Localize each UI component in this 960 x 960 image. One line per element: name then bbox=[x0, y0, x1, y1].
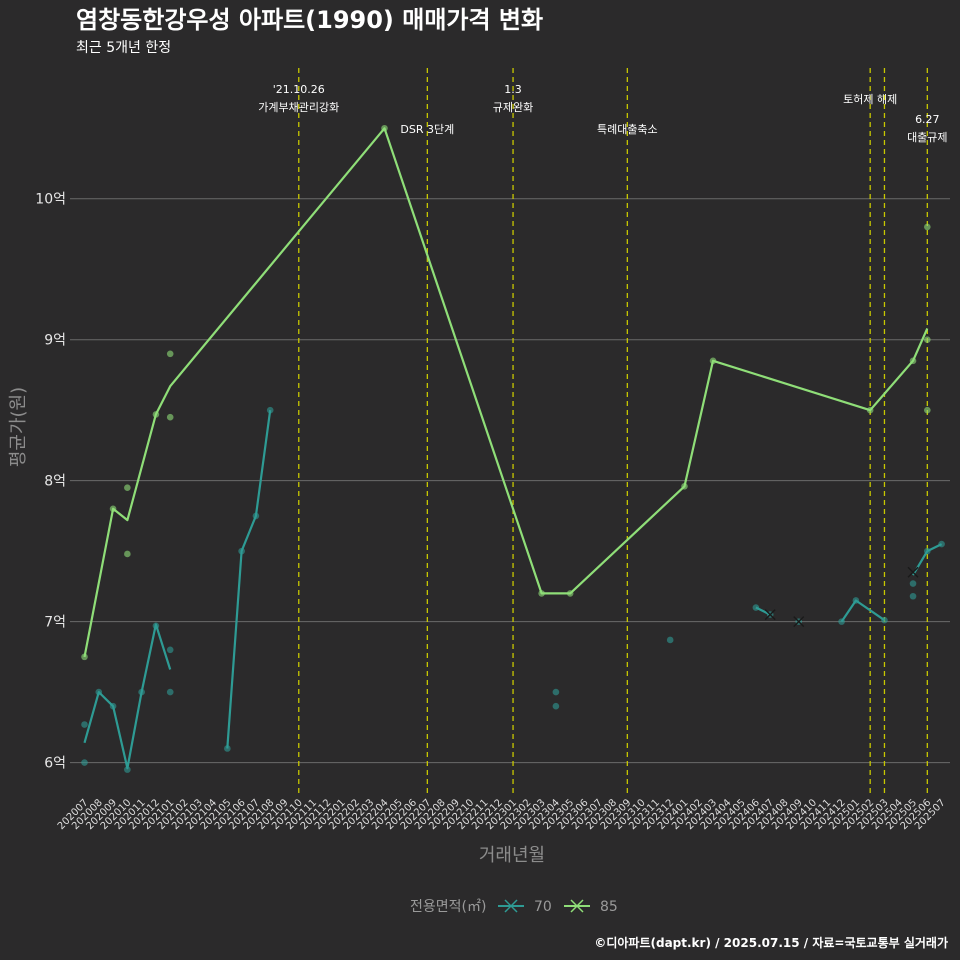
event-label: 대출규제 bbox=[907, 131, 947, 144]
data-point bbox=[81, 759, 88, 766]
series-85 bbox=[81, 124, 931, 661]
series-lines bbox=[81, 124, 945, 773]
event-label: 6.27 bbox=[915, 113, 940, 126]
data-point bbox=[552, 702, 560, 710]
data-point bbox=[924, 223, 931, 231]
legend-title: 전용면적(㎡) bbox=[410, 899, 486, 915]
event-label: 특례대출축소 bbox=[597, 123, 658, 136]
y-tick-labels: 6억 7억 8억 9억 10억 bbox=[35, 192, 66, 772]
data-point bbox=[666, 636, 674, 644]
data-point bbox=[552, 688, 560, 696]
event-label: 1.3 bbox=[504, 83, 522, 96]
data-point bbox=[924, 336, 931, 343]
y-tick-label: 9억 bbox=[44, 333, 66, 349]
series-line bbox=[755, 606, 771, 616]
y-tick-label: 7억 bbox=[44, 615, 66, 631]
data-point bbox=[166, 646, 174, 654]
legend: 전용면적(㎡) 70 85 bbox=[410, 899, 618, 915]
event-label: 가계부채관리강화 bbox=[258, 101, 339, 114]
y-axis-title: 평균가(원) bbox=[8, 387, 29, 467]
grid-lines bbox=[70, 198, 950, 764]
chart-subtitle: 최근 5개년 한정 bbox=[76, 40, 171, 56]
cross-mark bbox=[764, 609, 776, 621]
y-tick-label: 8억 bbox=[44, 474, 66, 490]
event-label: 규제완화 bbox=[493, 101, 533, 114]
legend-label: 70 bbox=[534, 899, 552, 915]
series-line bbox=[83, 127, 929, 658]
cross-mark bbox=[907, 566, 919, 578]
y-tick-label: 10억 bbox=[35, 192, 66, 208]
data-point bbox=[266, 406, 274, 414]
data-point bbox=[124, 766, 131, 773]
data-point bbox=[81, 721, 88, 728]
data-point bbox=[166, 688, 174, 696]
data-point bbox=[166, 413, 174, 421]
data-point bbox=[909, 580, 917, 587]
series-70 bbox=[81, 406, 945, 773]
chart-title: 염창동한강우성 아파트(1990) 매매가격 변화 bbox=[76, 6, 543, 34]
series-line bbox=[226, 410, 272, 749]
cross-mark bbox=[793, 616, 805, 628]
legend-label: 85 bbox=[600, 899, 618, 915]
legend-key-cross bbox=[570, 899, 584, 913]
series-line bbox=[83, 623, 172, 770]
x-axis-title: 거래년월 bbox=[479, 845, 545, 866]
chart-caption: ©디아파트(dapt.kr) / 2025.07.15 / 자료=국토교통부 실… bbox=[594, 935, 948, 950]
event-label: 토허제 해제 bbox=[843, 92, 897, 106]
series-line bbox=[840, 599, 886, 623]
event-label: DSR 3단계 bbox=[400, 123, 454, 136]
data-point bbox=[124, 484, 131, 492]
data-point bbox=[924, 406, 931, 414]
event-label: '21.10.26 bbox=[273, 83, 325, 96]
legend-key-cross bbox=[504, 899, 518, 913]
data-point bbox=[909, 592, 917, 600]
data-point bbox=[124, 550, 131, 558]
y-tick-label: 6억 bbox=[44, 756, 66, 772]
data-point bbox=[166, 350, 174, 358]
